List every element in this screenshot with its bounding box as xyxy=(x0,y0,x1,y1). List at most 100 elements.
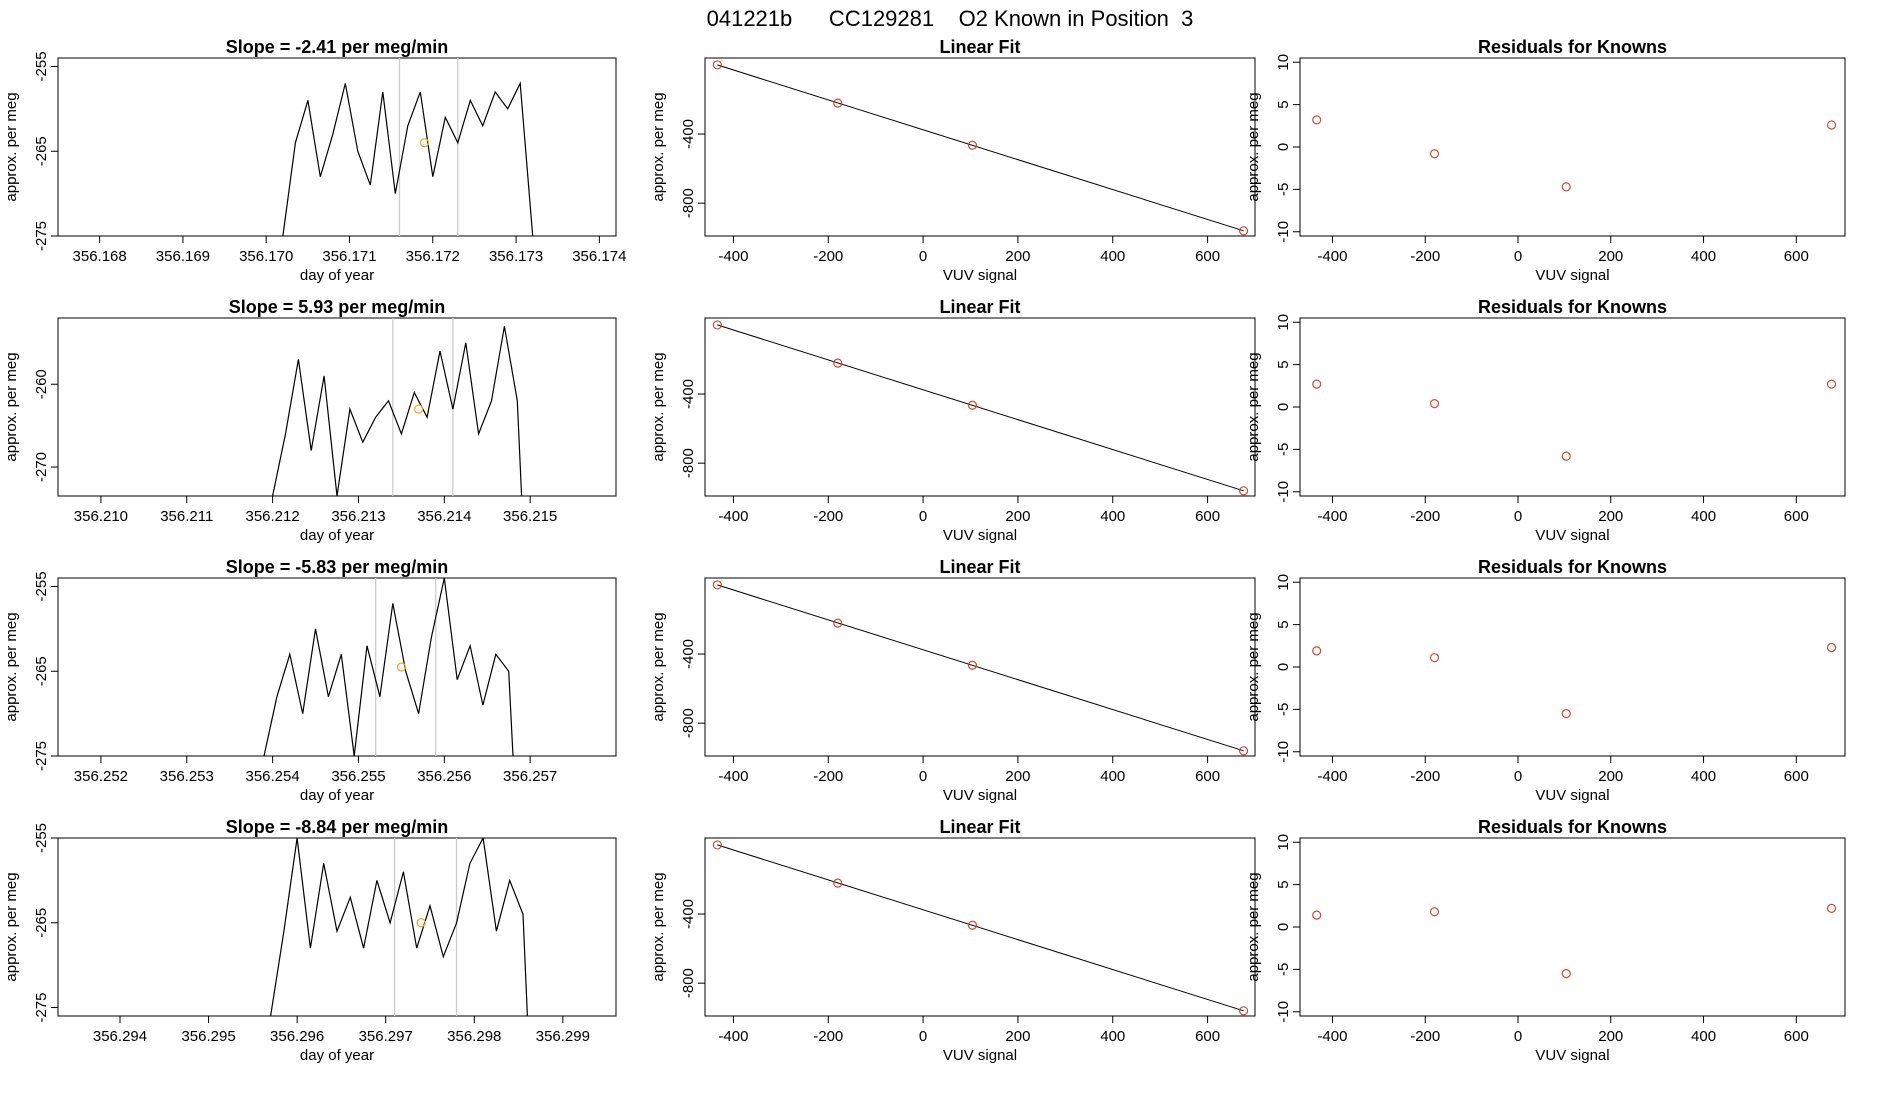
x-tick-label: 400 xyxy=(1691,1028,1716,1045)
x-tick-label: 356.255 xyxy=(331,768,385,785)
fit-line xyxy=(717,584,1244,752)
panel-title: Linear Fit xyxy=(939,817,1020,837)
panel-3: Residuals for Knowns VUV signal approx. pe… xyxy=(1245,37,1846,284)
signal-line xyxy=(263,578,514,756)
data-point xyxy=(833,618,843,628)
x-tick-label: -200 xyxy=(813,1028,843,1045)
data-point xyxy=(967,920,978,930)
x-tick-label: 356.294 xyxy=(93,1028,147,1045)
y-tick-label: 5 xyxy=(1275,880,1292,888)
y-tick-label: -400 xyxy=(680,899,697,929)
data-point xyxy=(712,580,722,590)
x-tick-label: 0 xyxy=(1514,508,1522,525)
x-tick-label: 400 xyxy=(1100,508,1125,525)
y-tick-label: -5 xyxy=(1275,963,1292,976)
x-tick-label: 356.295 xyxy=(181,1028,235,1045)
x-tick-label: -400 xyxy=(1317,1028,1347,1045)
y-tick-label: 10 xyxy=(1275,834,1292,851)
x-tick-label: 0 xyxy=(919,248,927,265)
x-axis-label: VUV signal xyxy=(943,787,1017,804)
data-point xyxy=(1826,903,1837,913)
x-tick-label: 400 xyxy=(1100,248,1125,265)
y-axis-label: approx. per meg xyxy=(650,352,667,461)
data-point xyxy=(833,358,843,368)
x-tick-label: -200 xyxy=(813,248,843,265)
y-tick-label: 10 xyxy=(1275,574,1292,591)
y-tick-label: 5 xyxy=(1275,100,1292,108)
x-tick-label: 356.214 xyxy=(417,508,471,525)
y-tick-label: -275 xyxy=(33,741,50,771)
x-tick-label: 600 xyxy=(1195,768,1220,785)
y-tick-label: -800 xyxy=(680,188,697,218)
data-point xyxy=(1312,115,1322,125)
plot-frame xyxy=(57,577,617,757)
x-axis-label: day of year xyxy=(300,267,374,284)
x-tick-label: 356.257 xyxy=(503,768,557,785)
panel-4: Slope = 5.93 per meg/min day of year appro… xyxy=(3,297,617,544)
mean-marker xyxy=(413,404,424,414)
fit-line xyxy=(717,324,1244,492)
x-tick-label: 200 xyxy=(1005,508,1030,525)
plot-frame xyxy=(704,57,1256,237)
data-point xyxy=(1239,746,1249,756)
x-axis-label: VUV signal xyxy=(943,527,1017,544)
y-tick-label: -260 xyxy=(33,369,50,399)
y-tick-label: -265 xyxy=(33,136,50,166)
y-tick-label: -265 xyxy=(33,656,50,686)
x-tick-label: -400 xyxy=(1317,508,1347,525)
panel-title: Residuals for Knowns xyxy=(1478,37,1667,57)
x-tick-label: 356.254 xyxy=(245,768,299,785)
y-tick-label: -400 xyxy=(680,379,697,409)
panels-grid: Slope = -2.41 per meg/min day of year appr… xyxy=(3,37,1846,1064)
x-axis-label: VUV signal xyxy=(1535,267,1609,284)
panel-title: Linear Fit xyxy=(939,37,1020,57)
x-tick-label: 600 xyxy=(1784,768,1809,785)
y-tick-label: -800 xyxy=(680,708,697,738)
y-axis-label: approx. per meg xyxy=(3,872,20,981)
panel-7: Slope = -5.83 per meg/min day of year appr… xyxy=(3,557,617,804)
data-point xyxy=(1826,120,1837,130)
data-point xyxy=(1561,969,1571,979)
x-tick-label: 200 xyxy=(1598,768,1623,785)
x-tick-label: 356.296 xyxy=(270,1028,324,1045)
x-tick-label: 356.210 xyxy=(74,508,128,525)
panel-2: Linear Fit VUV signal approx. per meg -400 -… xyxy=(650,37,1256,284)
mean-marker xyxy=(396,662,406,672)
x-tick-label: 200 xyxy=(1005,248,1030,265)
y-tick-label: 10 xyxy=(1275,54,1292,71)
data-point xyxy=(1312,379,1322,389)
data-point xyxy=(712,320,722,330)
x-tick-label: 0 xyxy=(919,508,927,525)
y-tick-label: -5 xyxy=(1275,703,1292,716)
data-point xyxy=(1429,399,1440,409)
x-axis-label: VUV signal xyxy=(1535,1047,1609,1064)
x-tick-label: 356.212 xyxy=(245,508,299,525)
x-tick-label: -200 xyxy=(1410,1028,1440,1045)
signal-line xyxy=(270,838,528,1016)
x-tick-label: -200 xyxy=(1410,768,1440,785)
y-tick-label: -10 xyxy=(1275,741,1292,763)
y-tick-label: 0 xyxy=(1275,663,1292,671)
x-tick-label: 356.299 xyxy=(536,1028,590,1045)
data-point xyxy=(1826,379,1837,389)
x-axis-label: VUV signal xyxy=(943,267,1017,284)
x-tick-label: 0 xyxy=(919,1028,927,1045)
plot-frame xyxy=(57,317,617,497)
x-tick-label: 356.169 xyxy=(156,248,210,265)
x-tick-label: 600 xyxy=(1195,508,1220,525)
panel-8: Linear Fit VUV signal approx. per meg -400 -… xyxy=(650,557,1256,804)
x-tick-label: -200 xyxy=(1410,248,1440,265)
data-point xyxy=(1429,149,1440,159)
data-point xyxy=(967,660,978,670)
x-tick-label: 356.253 xyxy=(160,768,214,785)
x-tick-label: 600 xyxy=(1784,248,1809,265)
x-tick-label: 356.215 xyxy=(503,508,557,525)
y-tick-label: -255 xyxy=(33,823,50,853)
x-tick-label: 356.172 xyxy=(406,248,460,265)
x-tick-label: 356.213 xyxy=(331,508,385,525)
x-tick-label: 356.297 xyxy=(359,1028,413,1045)
x-axis-label: VUV signal xyxy=(943,1047,1017,1064)
y-axis-label: approx. per meg xyxy=(650,92,667,201)
panel-title: Slope = -5.83 per meg/min xyxy=(226,557,449,577)
